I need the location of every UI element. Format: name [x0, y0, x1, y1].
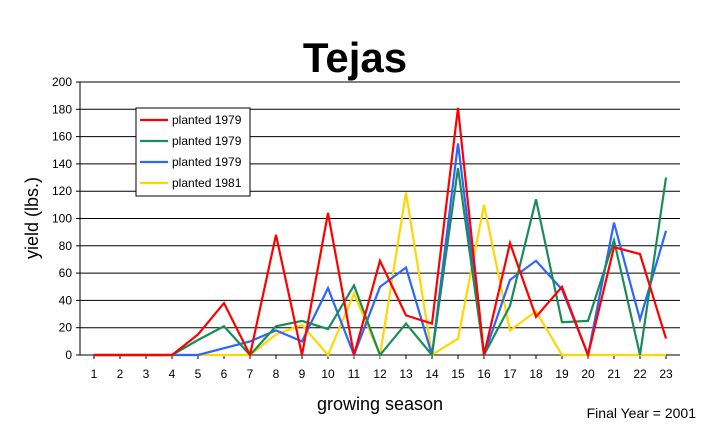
x-tick-label: 18: [529, 367, 543, 381]
x-tick-label: 1: [91, 367, 98, 381]
x-tick-label: 17: [503, 367, 517, 381]
series-lines: [94, 107, 668, 359]
x-tick-label: 5: [195, 367, 202, 381]
x-axis-label: growing season: [317, 394, 443, 414]
x-tick-label: 22: [633, 367, 647, 381]
legend-label-4: planted 1981: [172, 176, 242, 190]
x-tick-label: 10: [321, 367, 335, 381]
x-tick-label: 16: [477, 367, 491, 381]
series-line-4: [94, 192, 666, 359]
legend: planted 1979 planted 1979 planted 1979 plan…: [135, 107, 251, 197]
x-tick-label: 13: [399, 367, 413, 381]
x-tick-label: 23: [659, 367, 673, 381]
legend-label-3: planted 1979: [172, 155, 242, 169]
x-tick-label: 9: [299, 367, 306, 381]
y-tick-label: 180: [52, 102, 72, 116]
legend-label-2: planted 1979: [172, 134, 242, 148]
x-tick-label: 3: [143, 367, 150, 381]
x-tick-label: 7: [247, 367, 254, 381]
y-tick-label: 20: [59, 321, 73, 335]
x-tick-label: 19: [555, 367, 569, 381]
x-tick-label: 21: [607, 367, 621, 381]
x-tick-label: 4: [169, 367, 176, 381]
y-tick-label: 40: [59, 293, 73, 307]
y-tick-label: 200: [52, 75, 72, 89]
x-tick-label: 14: [425, 367, 439, 381]
y-tick-label: 60: [59, 266, 73, 280]
series-line-2: [94, 167, 668, 359]
x-tick-label: 20: [581, 367, 595, 381]
final-year-note: Final Year = 2001: [587, 405, 697, 421]
x-tick-label: 6: [221, 367, 228, 381]
y-tick-label: 120: [52, 184, 72, 198]
y-tick-label: 140: [52, 157, 72, 171]
legend-label-1: planted 1979: [172, 113, 242, 127]
x-ticks: 1 2 3 4 5 6 7 8 9 10 11 12 13 14 15 16 17 18 19 20 21 22 23: [91, 355, 673, 381]
x-tick-label: 15: [451, 367, 465, 381]
y-ticks: 0 20 40 60 80 100 120 140 160 180 200: [52, 75, 80, 362]
y-tick-label: 160: [52, 130, 72, 144]
x-tick-label: 8: [273, 367, 280, 381]
series-line-1: [94, 107, 668, 359]
legend-box: [135, 107, 251, 197]
x-tick-label: 2: [117, 367, 124, 381]
x-tick-label: 11: [348, 367, 361, 381]
y-tick-label: 100: [52, 212, 72, 226]
chart-title: Tejas: [303, 34, 407, 81]
x-tick-label: 12: [373, 367, 387, 381]
y-axis-label: yield (lbs.): [22, 177, 42, 259]
y-tick-label: 80: [59, 239, 73, 253]
y-tick-label: 0: [65, 348, 72, 362]
